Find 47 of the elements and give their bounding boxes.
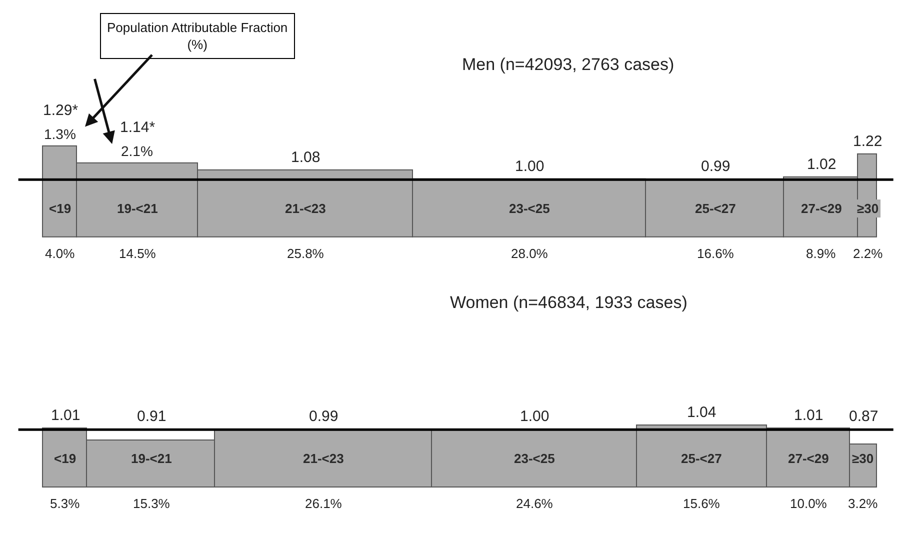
data-label: 1.00	[515, 158, 544, 175]
category-label: 21-<23	[303, 451, 344, 466]
data-label: 1.14*	[120, 119, 156, 136]
data-label: 24.6%	[516, 496, 554, 511]
data-label: 0.91	[137, 408, 166, 425]
data-label: 4.0%	[45, 246, 76, 261]
category-label: <19	[54, 451, 76, 466]
category-label: ≥30	[857, 201, 879, 216]
data-label: 26.1%	[305, 496, 342, 511]
data-label: 15.6%	[683, 496, 720, 511]
data-label: 1.29*	[43, 102, 78, 119]
data-label: 8.9%	[806, 246, 836, 261]
text: Men (n=42093, 2763 cases)	[462, 55, 674, 74]
data-label: 15.3%	[133, 496, 170, 511]
data-label: 25.8%	[287, 246, 324, 261]
data-label: 1.01	[794, 407, 824, 424]
category-label: 25-<27	[681, 451, 722, 466]
category-label: ≥30	[852, 451, 874, 466]
category-label: 25-<27	[695, 201, 736, 216]
data-label: 5.3%	[50, 496, 80, 511]
data-label: 28.0%	[511, 246, 548, 261]
text: Population Attributable Fraction (%)	[107, 20, 288, 52]
data-label: 14.5%	[119, 246, 156, 261]
data-label: 1.22	[853, 133, 882, 150]
category-label: 27-<29	[801, 201, 842, 216]
category-label: 23-<25	[514, 451, 555, 466]
data-label: 0.99	[309, 408, 338, 425]
category-label: 19-<21	[131, 451, 172, 466]
category-label: 19-<21	[117, 201, 158, 216]
category-label: <19	[49, 201, 72, 216]
category-label: 21-<23	[285, 201, 326, 216]
category-label: 23-<25	[509, 201, 550, 216]
data-label: 2.2%	[853, 246, 884, 261]
data-label: 1.08	[291, 149, 320, 166]
data-label: 3.2%	[848, 496, 878, 511]
category-label: 27-<29	[788, 451, 829, 466]
data-label: 0.99	[701, 158, 730, 175]
text: 2.1%	[121, 143, 153, 159]
data-label: 1.04	[687, 404, 716, 421]
text: 1.3%	[44, 126, 76, 142]
data-label: 1.01	[51, 407, 80, 424]
data-label: 10.0%	[790, 496, 828, 511]
data-label: 0.87	[849, 408, 878, 425]
data-label: 1.02	[807, 156, 836, 173]
text: Women (n=46834, 1933 cases)	[450, 293, 688, 312]
data-label: 16.6%	[697, 246, 734, 261]
data-label: 1.00	[520, 408, 550, 425]
